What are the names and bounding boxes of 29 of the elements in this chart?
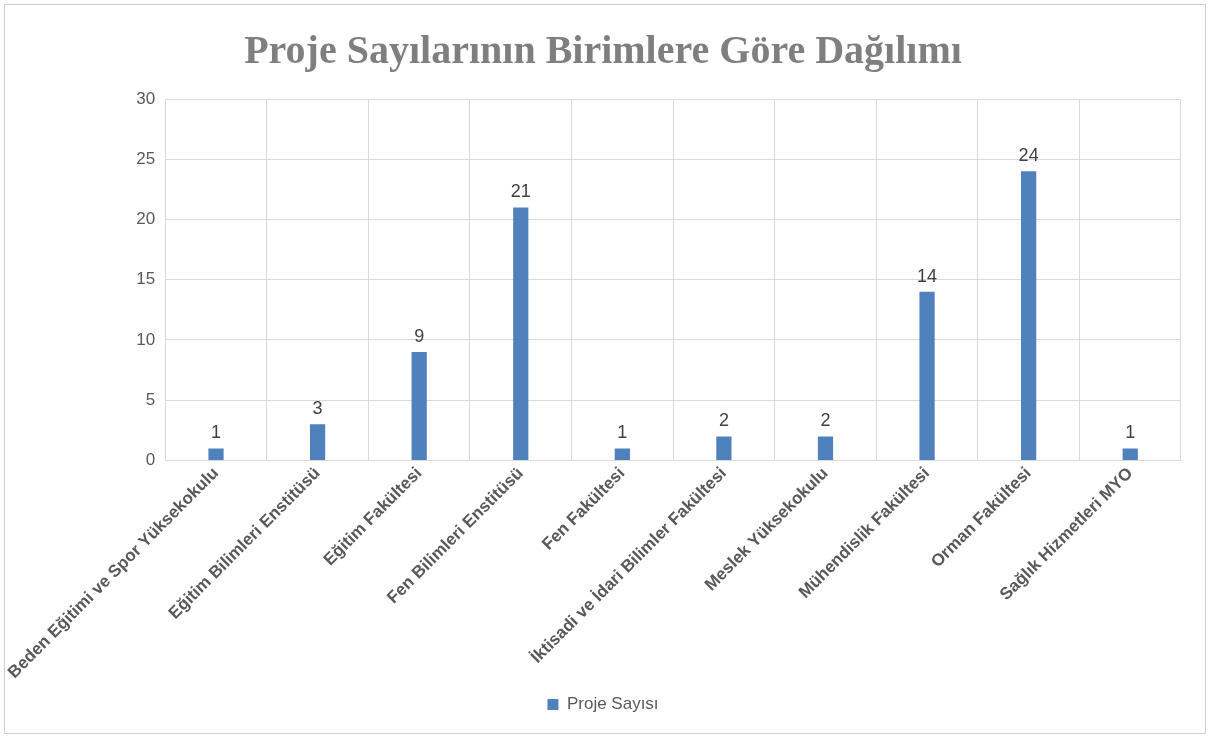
data-label: 14 — [917, 265, 938, 286]
y-tick-label: 15 — [136, 269, 156, 289]
data-label: 1 — [617, 422, 628, 443]
data-label: 21 — [510, 181, 531, 202]
bar — [1021, 171, 1037, 460]
y-tick-label: 0 — [145, 450, 156, 470]
bar — [513, 207, 529, 460]
data-label: 2 — [718, 410, 729, 431]
y-tick-label: 30 — [136, 88, 156, 108]
data-label: 24 — [1018, 145, 1039, 166]
bar — [716, 436, 732, 460]
bar — [614, 448, 630, 460]
data-label: 3 — [312, 398, 323, 419]
data-label: 9 — [414, 326, 425, 347]
bar — [309, 424, 326, 460]
chart-title: Proje Sayılarının Birimlere Göre Dağılımı — [244, 27, 962, 73]
y-tick-label: 5 — [145, 389, 156, 409]
y-tick-label: 20 — [136, 209, 156, 229]
bar — [208, 448, 224, 460]
legend-label: Proje Sayısı — [566, 694, 659, 714]
data-label: 2 — [820, 410, 831, 431]
bar — [411, 352, 427, 460]
data-label: 1 — [1125, 422, 1136, 443]
bar — [1122, 448, 1138, 460]
y-tick-label: 25 — [136, 148, 156, 168]
bar — [919, 291, 935, 460]
bar — [817, 436, 834, 460]
y-tick-label: 10 — [136, 329, 156, 349]
data-label: 1 — [211, 422, 222, 443]
